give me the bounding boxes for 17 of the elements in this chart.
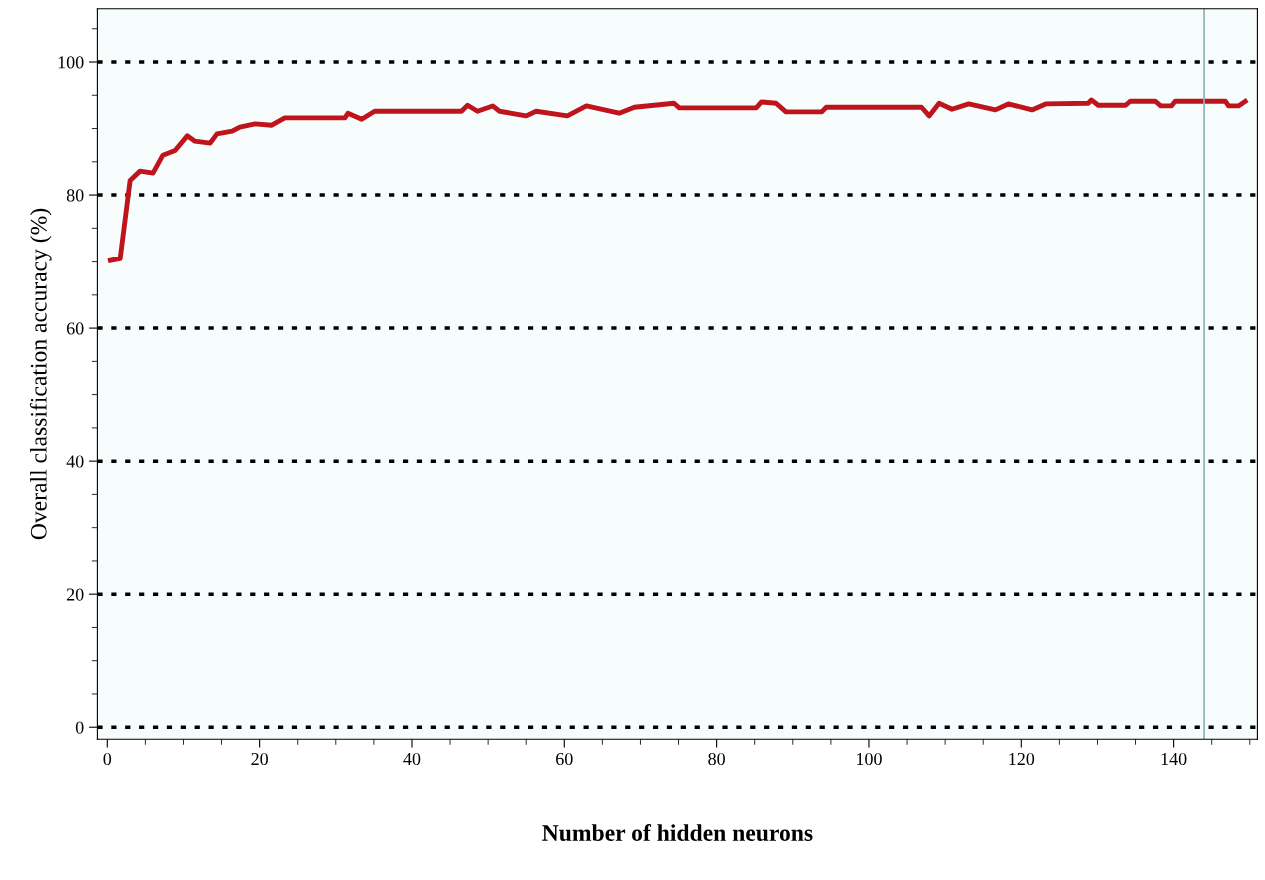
x-tick-label: 100 (857, 752, 882, 766)
x-tick-label: 120 (1009, 752, 1035, 766)
x-tick-label: 0 (103, 752, 112, 766)
x-tick-label: 60 (556, 752, 573, 766)
y-tick-label: 20 (66, 588, 84, 601)
y-tick-label: 40 (66, 455, 84, 468)
x-axis-title: Number of hidden neurons (542, 824, 813, 841)
x-tick-label: 140 (1161, 752, 1187, 766)
x-tick-label: 20 (251, 752, 268, 766)
x-tick-label: 80 (708, 752, 725, 766)
y-tick-label: 60 (66, 322, 84, 335)
y-tick-label: 80 (66, 189, 84, 202)
y-tick-label: 100 (58, 56, 84, 69)
y-axis-title: Overall classification accuracy (%) (29, 208, 52, 540)
y-tick-label: 0 (75, 721, 84, 734)
x-tick-label: 40 (403, 752, 421, 766)
line-series (107, 97, 1248, 263)
